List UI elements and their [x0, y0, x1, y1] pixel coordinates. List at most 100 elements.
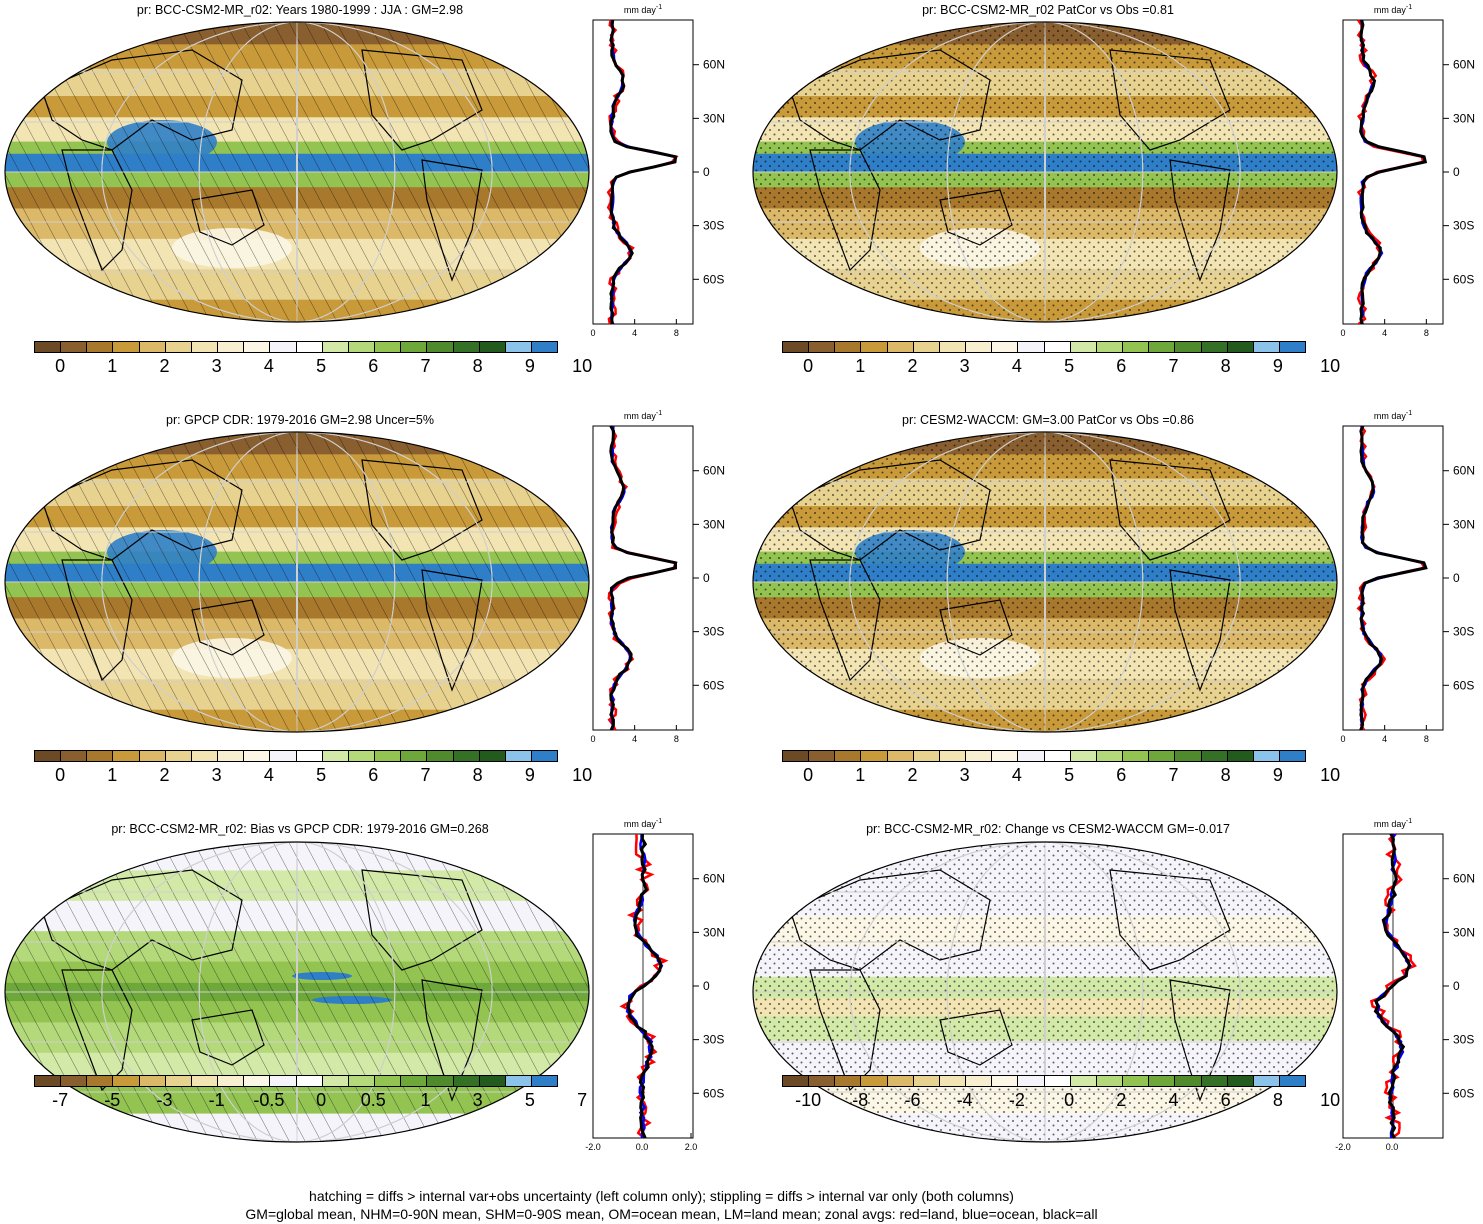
colorbar-tick-label: 9	[1272, 765, 1283, 785]
latitude-label: 0	[703, 571, 710, 585]
latitude-label: 60S	[1453, 272, 1474, 286]
colorbar-swatch	[809, 751, 836, 761]
colorbar-tick-label: 3	[472, 1090, 483, 1110]
colorbar-tick-label: 4	[263, 356, 274, 376]
zonal-line-all	[609, 19, 678, 325]
colorbar-tick-label: 9	[524, 356, 535, 376]
colorbar-tick-label: 3	[959, 765, 970, 785]
colorbar-swatch	[1279, 1076, 1306, 1086]
colorbar-swatch	[218, 751, 245, 761]
colorbar-tick-label: 3	[211, 765, 222, 785]
latitude-label: 0	[703, 165, 710, 179]
colorbar-tick-label: 7	[420, 356, 431, 376]
colorbar-tick-label: 8	[1220, 765, 1231, 785]
colorbar-tick-label: 2	[159, 765, 170, 785]
colorbar-tick-label: 4	[1011, 765, 1022, 785]
zonal-x-tick-label: 0.0	[636, 1142, 649, 1152]
colorbar-swatch	[322, 342, 349, 352]
colorbar-tick-label: 0	[55, 356, 66, 376]
colorbar-swatch	[835, 1076, 862, 1086]
colorbar-swatch	[531, 342, 558, 352]
zonal-line-land	[1356, 425, 1427, 731]
latitude-label: 30N	[703, 517, 725, 531]
colorbar-tick-label: 8	[472, 765, 483, 785]
colorbar-tick-label: 0	[803, 356, 814, 376]
colorbar-tick-label: -2	[1008, 1090, 1025, 1110]
latitude-label: 60N	[703, 58, 725, 72]
latitude-label: 30N	[1453, 517, 1475, 531]
colorbar-tick-label: 10	[1320, 1090, 1341, 1110]
colorbar-swatch	[1253, 342, 1280, 352]
colorbar-swatch	[191, 1076, 219, 1086]
colorbar-swatch	[296, 342, 323, 352]
colorbar-tick-label: 1	[107, 765, 118, 785]
latitude-label: 60S	[703, 272, 724, 286]
colorbar-swatch	[139, 751, 166, 761]
colorbar-swatch	[1123, 342, 1150, 352]
colorbar-swatch	[218, 1076, 245, 1086]
colorbar-swatch	[165, 342, 192, 352]
zonal-x-tick-label: 8	[674, 734, 679, 744]
colorbar-tick-label: 2	[1116, 1090, 1127, 1110]
colorbar-swatch	[375, 342, 402, 352]
colorbar-swatch	[1018, 342, 1045, 352]
colorbar-tick-label: 1	[855, 356, 866, 376]
panel-title-4: pr: CESM2-WACCM: GM=3.00 PatCor vs Obs =…	[902, 413, 1194, 427]
zonal-unit-label: mm day-1	[624, 410, 662, 421]
colorbar-swatch	[939, 751, 967, 761]
colorbar-swatch	[479, 342, 506, 352]
latitude-label: 0	[1453, 979, 1460, 993]
zonal-line-all	[1359, 425, 1428, 731]
zonal-unit-label: mm day-1	[624, 4, 662, 15]
colorbar-swatch	[87, 751, 114, 761]
colorbar-tick-label: 5	[524, 1090, 535, 1110]
colorbar-swatch	[296, 751, 323, 761]
colorbar-tick-label: 10	[572, 765, 593, 785]
colorbar-swatch	[348, 751, 376, 761]
colorbar-tick-label: -8	[852, 1090, 869, 1110]
zonal-unit-label: mm day-1	[1374, 4, 1412, 15]
colorbar-tick-label: -4	[956, 1090, 973, 1110]
colorbar-swatch	[939, 1076, 967, 1086]
colorbar-swatch	[61, 1076, 88, 1086]
zonal-x-tick-label: -2.0	[585, 1142, 601, 1152]
colorbar-swatch	[191, 342, 219, 352]
zonal-line-ocean	[609, 19, 677, 325]
latitude-label: 30S	[1453, 625, 1474, 639]
colorbar-swatch	[244, 342, 271, 352]
colorbar-tick-label: 2	[159, 356, 170, 376]
colorbar-tick-label: 4	[1168, 1090, 1179, 1110]
colorbar-swatch	[348, 1076, 376, 1086]
latitude-label: 30N	[1453, 925, 1475, 939]
colorbar-tick-label: 7	[420, 765, 431, 785]
colorbar-swatch	[244, 1076, 271, 1086]
zonal-x-tick-label: 0	[1340, 328, 1345, 338]
colorbar-tick-label: 5	[316, 765, 327, 785]
colorbar-swatch	[270, 1076, 297, 1086]
colorbar-tick-label: 7	[577, 1090, 588, 1110]
zonal-line-land	[606, 19, 679, 325]
colorbar-tick-label: -10	[795, 1090, 822, 1110]
zonal-unit-label: mm day-1	[1374, 410, 1412, 421]
zonal-x-tick-label: 0	[590, 734, 595, 744]
colorbar-tick-label: 3	[211, 356, 222, 376]
latitude-label: 0	[1453, 165, 1460, 179]
colorbar-swatch	[1149, 751, 1176, 761]
colorbar-tick-label: 10	[572, 356, 593, 376]
panel-title-2: pr: BCC-CSM2-MR_r02 PatCor vs Obs =0.81	[922, 3, 1174, 17]
colorbar-swatch	[401, 1076, 428, 1086]
map-panel-1	[4, 21, 590, 323]
zonal-x-tick-label: 0	[1340, 734, 1345, 744]
map-panel-5	[4, 841, 590, 1143]
colorbar-swatch	[1175, 342, 1202, 352]
colorbar-swatch	[348, 342, 376, 352]
latitude-label: 30S	[703, 1033, 724, 1047]
latitude-label: 60N	[1453, 872, 1475, 886]
colorbar-swatch	[1253, 1076, 1280, 1086]
colorbar-swatch	[1044, 751, 1071, 761]
colorbar-tick-label: -0.5	[253, 1090, 285, 1110]
footer-note-legend: GM=global mean, NHM=0-90N mean, SHM=0-90…	[245, 1206, 1098, 1222]
footer-note-hatching: hatching = diffs > internal var+obs unce…	[309, 1188, 1014, 1204]
colorbar-swatch	[505, 751, 532, 761]
zonal-line-ocean	[1359, 425, 1428, 731]
